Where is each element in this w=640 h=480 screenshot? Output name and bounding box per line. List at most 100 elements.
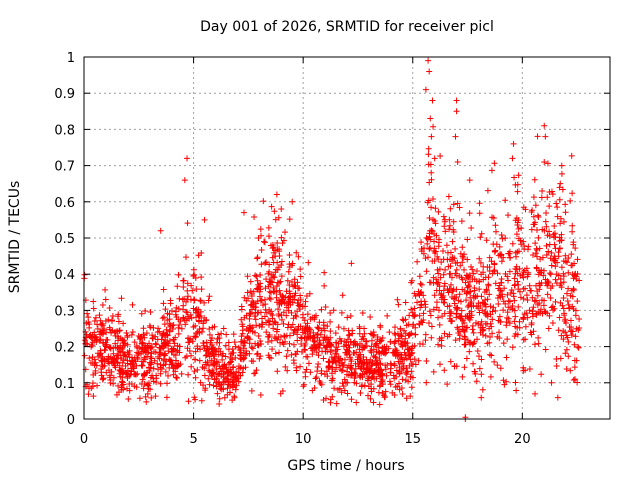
data-point (538, 371, 545, 378)
data-point (190, 266, 197, 273)
data-point (486, 291, 493, 298)
data-point (249, 328, 256, 335)
data-point (272, 269, 279, 276)
data-point (324, 323, 331, 330)
data-point (534, 253, 541, 260)
data-point (412, 311, 419, 318)
data-point (494, 362, 501, 369)
data-point (348, 260, 355, 267)
data-point (321, 334, 328, 341)
data-point (274, 246, 281, 253)
data-point (176, 343, 183, 350)
data-point (276, 301, 283, 308)
data-point (278, 206, 285, 213)
data-point (363, 342, 370, 349)
data-point (167, 297, 174, 304)
data-point (458, 218, 465, 225)
data-point (305, 360, 312, 367)
data-point (90, 305, 97, 312)
data-point (124, 357, 131, 364)
data-point (290, 315, 297, 322)
data-point (242, 352, 249, 359)
data-point (426, 68, 433, 75)
data-point (215, 351, 222, 358)
data-point (320, 355, 327, 362)
data-point (506, 248, 513, 255)
data-point (342, 379, 349, 386)
data-point (433, 276, 440, 283)
data-point (252, 304, 259, 311)
data-point (159, 315, 166, 322)
data-point (212, 348, 219, 355)
data-point (476, 255, 483, 262)
data-point (511, 275, 518, 282)
data-point (316, 378, 323, 385)
data-point (569, 222, 576, 229)
data-point (283, 288, 290, 295)
data-point (468, 308, 475, 315)
data-point (187, 311, 194, 318)
data-point (377, 371, 384, 378)
data-point (478, 371, 485, 378)
data-point (140, 385, 147, 392)
data-point (148, 350, 155, 357)
data-point (562, 350, 569, 357)
data-point (535, 340, 542, 347)
data-point (376, 401, 383, 408)
data-point (550, 256, 557, 263)
data-point (99, 322, 106, 329)
data-point (375, 389, 382, 396)
data-point (265, 224, 272, 231)
data-point (428, 133, 435, 140)
data-point (461, 336, 468, 343)
data-point (138, 348, 145, 355)
data-point (399, 376, 406, 383)
data-point (396, 370, 403, 377)
data-point (175, 324, 182, 331)
data-point (341, 387, 348, 394)
data-point (428, 204, 435, 211)
data-point (416, 292, 423, 299)
data-point (401, 349, 408, 356)
data-point (291, 276, 298, 283)
data-point (192, 348, 199, 355)
data-point (436, 321, 443, 328)
data-point (230, 331, 237, 338)
y-tick-label: 0.5 (54, 232, 75, 247)
data-point (377, 382, 384, 389)
data-point (312, 375, 319, 382)
data-point (157, 351, 164, 358)
data-point (328, 370, 335, 377)
data-point (454, 158, 461, 165)
data-point (257, 297, 264, 304)
data-point (177, 318, 184, 325)
data-point (394, 352, 401, 359)
data-point (119, 346, 126, 352)
data-point (101, 325, 108, 332)
data-point (247, 278, 254, 285)
data-point (314, 334, 321, 341)
data-point (174, 375, 181, 382)
data-point (118, 295, 125, 302)
data-point (470, 360, 477, 367)
data-point (325, 336, 332, 343)
data-point (419, 341, 426, 348)
data-point (218, 330, 225, 337)
data-point (542, 309, 549, 316)
data-point (247, 325, 254, 332)
data-point (546, 189, 553, 196)
data-point (563, 366, 570, 373)
data-point (258, 247, 265, 254)
data-point (142, 307, 149, 314)
data-point (160, 314, 167, 321)
data-point (105, 353, 112, 360)
data-point (335, 353, 342, 360)
data-point (140, 331, 147, 338)
data-point (289, 299, 296, 306)
data-point (544, 280, 551, 287)
data-point (327, 318, 334, 325)
data-point (418, 245, 425, 252)
data-point (239, 327, 246, 334)
data-point (565, 338, 572, 345)
data-point (206, 326, 213, 333)
